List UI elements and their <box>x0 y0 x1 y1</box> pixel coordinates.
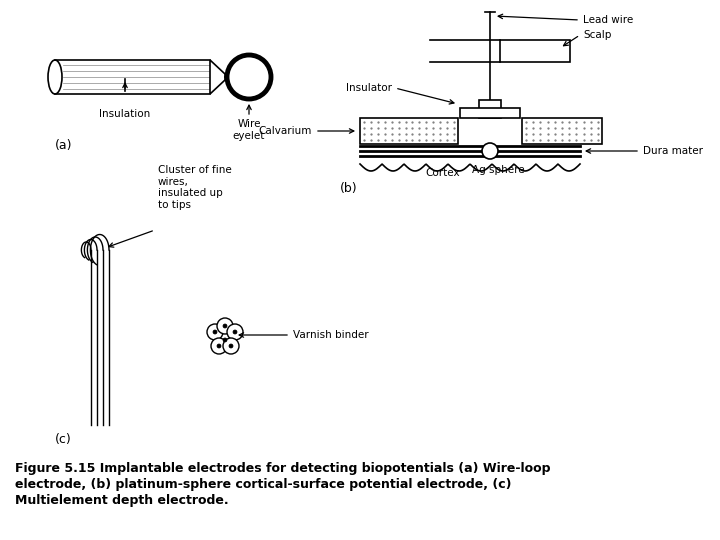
Circle shape <box>223 324 227 328</box>
Circle shape <box>227 55 271 99</box>
Text: Varnish binder: Varnish binder <box>293 330 369 340</box>
Circle shape <box>482 143 498 159</box>
Bar <box>479 100 501 118</box>
Text: Figure 5.15 Implantable electrodes for detecting biopotentials (a) Wire-loop: Figure 5.15 Implantable electrodes for d… <box>15 462 551 475</box>
Circle shape <box>233 330 237 334</box>
Text: (c): (c) <box>55 433 72 446</box>
Circle shape <box>235 63 263 91</box>
Text: Insulation: Insulation <box>99 109 150 119</box>
Text: Multielement depth electrode.: Multielement depth electrode. <box>15 494 229 507</box>
Circle shape <box>227 324 243 340</box>
Ellipse shape <box>48 60 62 94</box>
Text: (a): (a) <box>55 139 73 152</box>
Circle shape <box>223 338 227 342</box>
Text: electrode, (b) platinum-sphere cortical-surface potential electrode, (c): electrode, (b) platinum-sphere cortical-… <box>15 478 511 491</box>
Text: Wire
eyelet: Wire eyelet <box>233 119 265 140</box>
Bar <box>360 118 458 144</box>
Bar <box>500 40 570 62</box>
Circle shape <box>229 344 233 348</box>
Bar <box>522 118 602 144</box>
Circle shape <box>217 344 221 348</box>
Text: Lead wire: Lead wire <box>583 15 634 25</box>
Circle shape <box>223 338 239 354</box>
Text: Scalp: Scalp <box>583 30 611 40</box>
Circle shape <box>217 332 233 348</box>
Text: Cortex: Cortex <box>425 168 459 178</box>
Text: Calvarium: Calvarium <box>258 126 312 136</box>
Text: Dura mater: Dura mater <box>643 146 703 156</box>
Bar <box>460 108 520 118</box>
Text: Ag sphere: Ag sphere <box>472 165 525 175</box>
Polygon shape <box>210 60 225 94</box>
Text: Insulator: Insulator <box>346 83 392 93</box>
Circle shape <box>213 330 217 334</box>
Text: Cluster of fine
wires,
insulated up
to tips: Cluster of fine wires, insulated up to t… <box>158 165 232 210</box>
Circle shape <box>207 324 223 340</box>
Text: (b): (b) <box>340 182 358 195</box>
Circle shape <box>217 318 233 334</box>
Circle shape <box>211 338 227 354</box>
